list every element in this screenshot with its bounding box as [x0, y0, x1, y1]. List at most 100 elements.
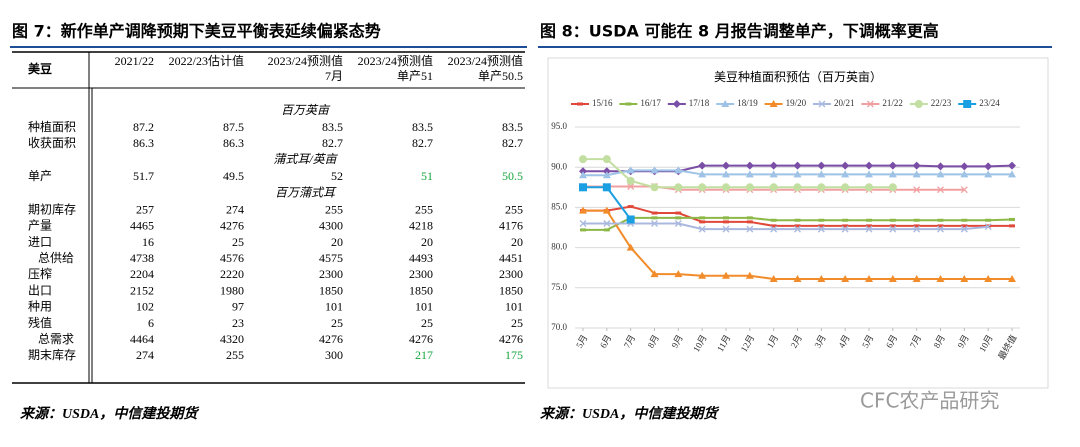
marker — [888, 183, 897, 192]
marker — [769, 161, 778, 170]
marker — [651, 220, 658, 227]
marker — [888, 161, 897, 170]
marker — [769, 100, 778, 107]
table-cell: 82.7 — [412, 136, 433, 150]
table-cell: 257 — [136, 202, 154, 216]
marker — [698, 170, 707, 178]
column-header: 2021/22 — [115, 54, 154, 68]
marker — [1008, 274, 1016, 282]
table-cell: 4218 — [409, 219, 433, 233]
marker — [793, 161, 802, 170]
table-cell: 6 — [148, 316, 154, 330]
table-cell: 274 — [226, 202, 244, 216]
table-cell: 255 — [505, 202, 523, 216]
marker — [627, 183, 635, 190]
marker — [626, 176, 635, 185]
marker — [579, 155, 587, 164]
legend-label: 22/23 — [931, 98, 952, 108]
table-cell: 4276 — [499, 332, 523, 346]
y-tick-label: 75.0 — [551, 282, 567, 292]
marker — [937, 225, 944, 233]
marker — [793, 170, 802, 178]
marker — [745, 271, 754, 279]
marker — [794, 225, 801, 233]
row-label: 总需求 — [38, 332, 74, 346]
marker — [841, 225, 849, 233]
table-cell: 4176 — [499, 219, 523, 233]
column-header: 2023/24预测值 — [448, 53, 523, 68]
table-cell: 82.7 — [322, 136, 343, 150]
table-cell: 16 — [142, 235, 154, 249]
table-cell: 25 — [421, 316, 433, 330]
marker — [817, 170, 826, 178]
marker — [674, 220, 682, 227]
marker — [865, 225, 873, 233]
x-tick-label: 6月 — [598, 333, 613, 350]
marker — [603, 220, 611, 227]
series-line — [583, 186, 632, 221]
marker — [913, 225, 921, 233]
table-cell: 23 — [232, 316, 244, 330]
table-cell: 2300 — [499, 267, 523, 281]
marker — [817, 161, 826, 170]
figure-title: 图 7：新作单产调降预期下美豆平衡表延续偏紧态势 — [12, 22, 381, 41]
table-cell: 87.5 — [223, 120, 244, 134]
marker — [865, 170, 873, 178]
marker — [841, 170, 850, 178]
marker — [865, 161, 873, 170]
row-label: 压榨 — [28, 266, 52, 281]
watermark: CFC农产品研究 — [860, 389, 999, 413]
marker — [936, 162, 945, 171]
marker — [602, 171, 611, 179]
marker — [841, 161, 850, 170]
x-tick-label: 7月 — [908, 333, 923, 350]
marker — [579, 183, 587, 192]
table-cell: 1850 — [409, 283, 433, 297]
table-cell: 255 — [226, 348, 244, 362]
row-label: 产量 — [28, 219, 52, 233]
marker — [984, 162, 993, 171]
marker — [770, 225, 778, 233]
table-cell: 101 — [505, 300, 523, 314]
legend-label: 20/21 — [834, 98, 855, 108]
x-tick-label: 3月 — [812, 333, 827, 350]
legend-label: 23/24 — [979, 98, 1000, 108]
marker — [914, 100, 923, 108]
marker — [817, 183, 826, 192]
table-cell: 4276 — [409, 332, 433, 346]
table-cell: 86.3 — [133, 136, 154, 150]
marker — [912, 274, 921, 282]
marker — [866, 100, 874, 108]
table-cell: 101 — [325, 300, 343, 314]
row-label: 进口 — [28, 235, 52, 249]
marker — [722, 225, 730, 233]
marker — [960, 162, 969, 171]
column-header: 2022/23估计值 — [169, 53, 244, 68]
marker — [960, 274, 969, 282]
marker — [963, 100, 972, 108]
marker — [650, 183, 659, 192]
chart-title: 美豆种植面积预估（百万英亩） — [714, 69, 882, 84]
legend-label: 21/22 — [882, 98, 903, 108]
marker — [626, 243, 635, 251]
unit-label: 百万蒲式耳 — [275, 185, 337, 199]
marker — [746, 225, 754, 233]
marker — [745, 183, 754, 192]
marker — [722, 271, 730, 279]
table-cell: 50.5 — [502, 169, 523, 183]
marker — [960, 170, 969, 178]
y-tick-label: 70.0 — [551, 322, 567, 332]
table-cell: 87.2 — [133, 120, 154, 134]
table-cell: 2152 — [130, 283, 154, 297]
table-cell: 4493 — [409, 251, 433, 265]
y-tick-label: 95.0 — [551, 121, 567, 131]
marker — [722, 170, 730, 178]
table-cell: 20 — [421, 235, 433, 249]
table-cell: 4451 — [499, 251, 523, 265]
table-cell: 4465 — [130, 219, 154, 233]
table-cell: 274 — [136, 348, 154, 362]
marker — [626, 166, 635, 174]
table-cell: 2300 — [319, 267, 343, 281]
unit-label: 百万英亩 — [281, 103, 331, 117]
table-cell: 101 — [415, 300, 433, 314]
